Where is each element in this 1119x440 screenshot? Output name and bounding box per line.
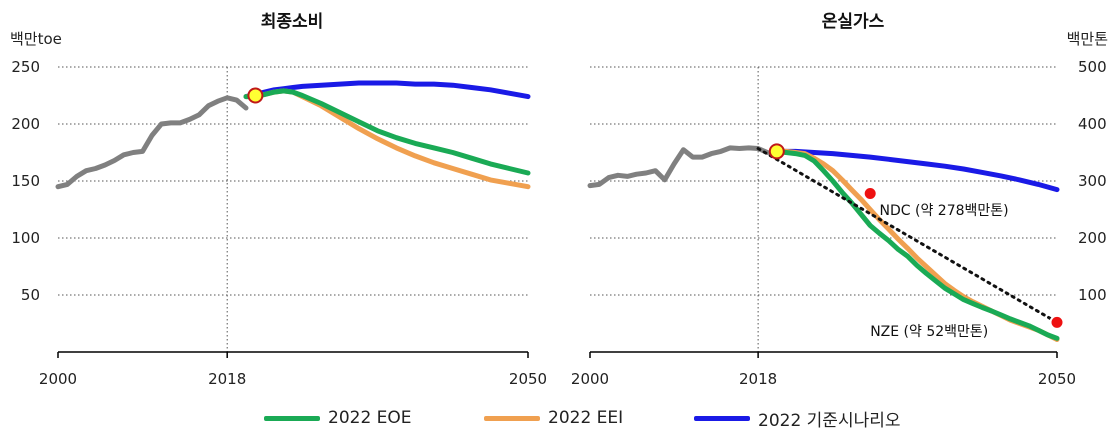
legend: 2022 EOE 2022 EEI 2022 기준시나리오 [0, 402, 1119, 434]
x-tick-label-1-0: 2000 [571, 370, 609, 388]
panel-title-0: 최종소비 [261, 12, 324, 32]
legend-label-eoe: 2022 EOE [328, 408, 412, 428]
legend-label-eei: 2022 EEI [548, 408, 624, 428]
legend-item-eoe: 2022 EOE [264, 402, 412, 434]
ndc-path-line-1 [756, 147, 1059, 324]
y-tick-label-0-2: 150 [11, 172, 40, 190]
series-line-eei-0 [243, 88, 531, 190]
series-line-history-1 [587, 145, 770, 189]
y-tick-label-1-2: 300 [1078, 172, 1107, 190]
y-tick-label-1-1: 200 [1078, 229, 1107, 247]
x-tick-label-0-0: 2000 [39, 370, 77, 388]
series-line-eoe-1 [774, 148, 1060, 341]
annotation-1-1: NZE (약 52백만톤) [870, 324, 988, 340]
y-tick-label-1-0: 100 [1078, 286, 1107, 304]
x-tick-label-1-1: 2018 [739, 370, 777, 388]
legend-item-eei: 2022 EEI [484, 402, 623, 434]
legend-label-base: 2022 기준시나리오 [758, 410, 901, 431]
marker-yellow-1-0 [768, 143, 785, 160]
series-line-eoe-0 [243, 88, 531, 176]
annotation-1-0: NDC (약 278백만톤) [880, 203, 1009, 219]
series-line-history-0 [55, 95, 249, 190]
y-tick-label-1-4: 500 [1078, 58, 1107, 76]
y-tick-label-0-0: 50 [21, 286, 40, 304]
y-tick-label-0-3: 200 [11, 115, 40, 133]
marker-red-1-2 [1049, 314, 1065, 330]
y-tick-label-0-4: 250 [11, 58, 40, 76]
y-tick-label-1-3: 400 [1078, 115, 1107, 133]
legend-swatch-eoe [264, 415, 320, 421]
legend-swatch-eei [484, 415, 540, 421]
x-tick-label-0-1: 2018 [208, 370, 246, 388]
marker-yellow-0-0 [247, 87, 264, 104]
marker-red-1-1 [862, 186, 878, 202]
series-line-base-1 [774, 148, 1060, 193]
x-tick-label-1-2: 2050 [1038, 370, 1076, 388]
y-tick-label-0-1: 100 [11, 229, 40, 247]
y-axis-unit-0: 백만toe [10, 30, 62, 48]
panel-title-1: 온실가스 [822, 12, 885, 32]
x-tick-label-0-2: 2050 [509, 370, 547, 388]
legend-item-base: 2022 기준시나리오 [694, 402, 901, 434]
legend-swatch-base [694, 415, 750, 421]
y-axis-unit-1: 백만톤 [1067, 30, 1108, 48]
